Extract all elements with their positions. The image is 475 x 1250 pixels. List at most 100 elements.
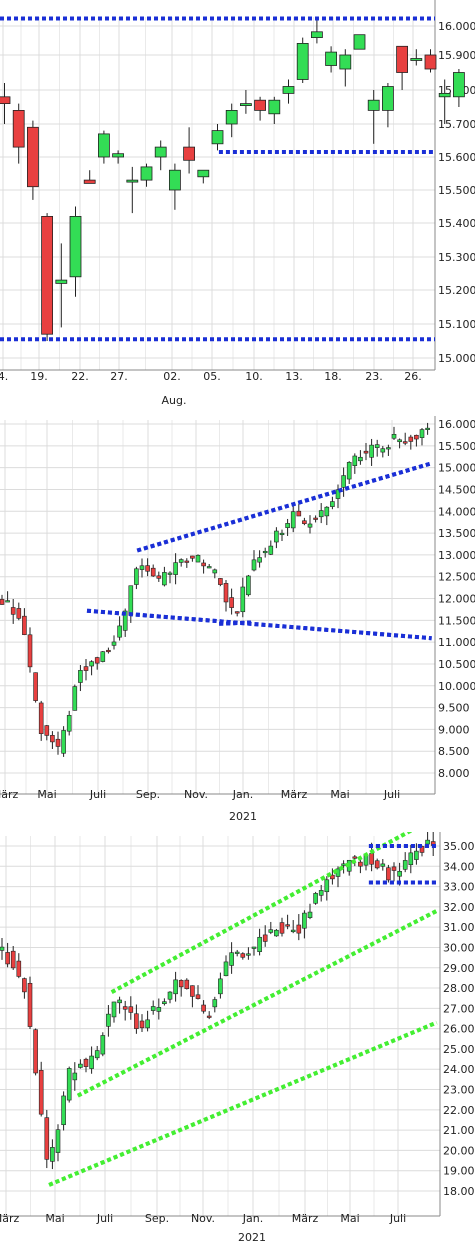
candle bbox=[55, 738, 61, 747]
candle bbox=[218, 578, 223, 585]
candle bbox=[122, 610, 128, 631]
candle bbox=[408, 852, 414, 866]
candle bbox=[150, 567, 156, 577]
chart-3-index: 35.000 34.000 33.000 32.000 31.000 30.000 29.0… bbox=[0, 832, 475, 1244]
candle bbox=[296, 510, 302, 517]
y-tick-label: 11.500 bbox=[438, 614, 475, 627]
y-tick-label: 25.000 bbox=[443, 1043, 475, 1056]
candle bbox=[134, 1013, 139, 1029]
x-sub-label: Aug. bbox=[162, 394, 187, 407]
candle bbox=[126, 179, 139, 183]
y-tick-label: 15.200 bbox=[438, 284, 475, 297]
candle bbox=[302, 520, 307, 524]
y-tick-label: 15.400 bbox=[438, 217, 475, 230]
support-line bbox=[86, 608, 432, 641]
candle bbox=[78, 1063, 83, 1068]
candle bbox=[27, 634, 33, 668]
candle bbox=[318, 890, 324, 896]
x-tick-label: 19. bbox=[30, 370, 48, 383]
candle bbox=[425, 839, 430, 845]
candle bbox=[195, 994, 201, 999]
candle bbox=[167, 572, 173, 575]
candle bbox=[44, 725, 50, 736]
candle bbox=[410, 58, 423, 61]
y-tick-label: 15.000 bbox=[438, 352, 475, 365]
candle bbox=[22, 615, 27, 635]
y-tick-label: 28.000 bbox=[443, 982, 475, 995]
y-tick-label: 9.500 bbox=[438, 702, 470, 715]
candle bbox=[335, 489, 341, 499]
channel-line bbox=[76, 909, 438, 1098]
candle bbox=[106, 1013, 111, 1027]
candle bbox=[307, 523, 313, 528]
candle bbox=[397, 871, 402, 877]
x-tick-label: 23. bbox=[365, 370, 383, 383]
candle bbox=[391, 434, 397, 439]
candle bbox=[83, 666, 89, 671]
candle bbox=[352, 455, 358, 466]
y-tick-label: 30.000 bbox=[443, 941, 475, 954]
candle bbox=[173, 562, 178, 575]
candle bbox=[313, 517, 318, 520]
y-tick-label: 14.000 bbox=[438, 505, 475, 518]
y-tick-label: 13.500 bbox=[438, 527, 475, 540]
candle bbox=[380, 863, 386, 867]
candle bbox=[190, 555, 195, 559]
candle bbox=[128, 585, 134, 616]
candle bbox=[229, 597, 234, 608]
candle bbox=[391, 866, 397, 871]
y-tick-label: 15.700 bbox=[438, 118, 475, 131]
y-tick-label: 33.000 bbox=[443, 881, 475, 894]
candle bbox=[234, 611, 240, 614]
candle bbox=[190, 985, 195, 997]
candle bbox=[197, 169, 210, 178]
candle bbox=[184, 560, 190, 563]
candle bbox=[285, 523, 290, 528]
y-tick-label: 20.000 bbox=[443, 1144, 475, 1157]
candle bbox=[41, 215, 53, 335]
y-tick-label: 26.000 bbox=[443, 1023, 475, 1036]
candle bbox=[425, 427, 430, 430]
y-tick-label: 22.000 bbox=[443, 1104, 475, 1117]
y-tick-label: 24.000 bbox=[443, 1063, 475, 1076]
candle bbox=[26, 126, 39, 188]
candle bbox=[0, 96, 11, 105]
candle bbox=[167, 991, 173, 1000]
x-tick-label: Jan. bbox=[242, 1212, 263, 1225]
candle bbox=[38, 1070, 44, 1115]
y-tick-label: 27.000 bbox=[443, 1002, 475, 1015]
candle bbox=[156, 1007, 162, 1012]
candle bbox=[234, 951, 240, 954]
candle bbox=[112, 153, 124, 158]
candle bbox=[150, 1006, 156, 1011]
candle bbox=[12, 110, 25, 148]
x-sub-label: 2021 bbox=[238, 1231, 266, 1244]
x-tick-label: 18. bbox=[324, 370, 342, 383]
candle bbox=[154, 146, 167, 158]
x-tick-label: Juli bbox=[89, 788, 106, 801]
x-tick-label: Mai bbox=[340, 1212, 359, 1225]
candle bbox=[374, 444, 380, 448]
candle bbox=[353, 34, 366, 50]
x-tick-label: März bbox=[281, 788, 308, 801]
candle bbox=[50, 735, 55, 743]
candle bbox=[240, 953, 246, 958]
candle bbox=[89, 661, 94, 667]
candle bbox=[268, 99, 281, 115]
x-tick-label: Juli bbox=[96, 1212, 113, 1225]
candle bbox=[33, 672, 38, 701]
candle bbox=[225, 110, 238, 125]
candle bbox=[330, 874, 335, 880]
candle bbox=[396, 45, 409, 73]
candle bbox=[0, 599, 5, 605]
candle bbox=[128, 1006, 134, 1013]
y-tick-label: 15.600 bbox=[438, 151, 475, 164]
candle bbox=[246, 575, 251, 596]
candle bbox=[139, 565, 145, 570]
y-tick-label: 15.500 bbox=[438, 440, 475, 453]
y-tick-label: 34.000 bbox=[443, 860, 475, 873]
y-tick-label: 29.000 bbox=[443, 962, 475, 975]
candle bbox=[72, 686, 78, 711]
candle bbox=[330, 501, 335, 507]
x-tick-label: März bbox=[0, 1212, 19, 1225]
